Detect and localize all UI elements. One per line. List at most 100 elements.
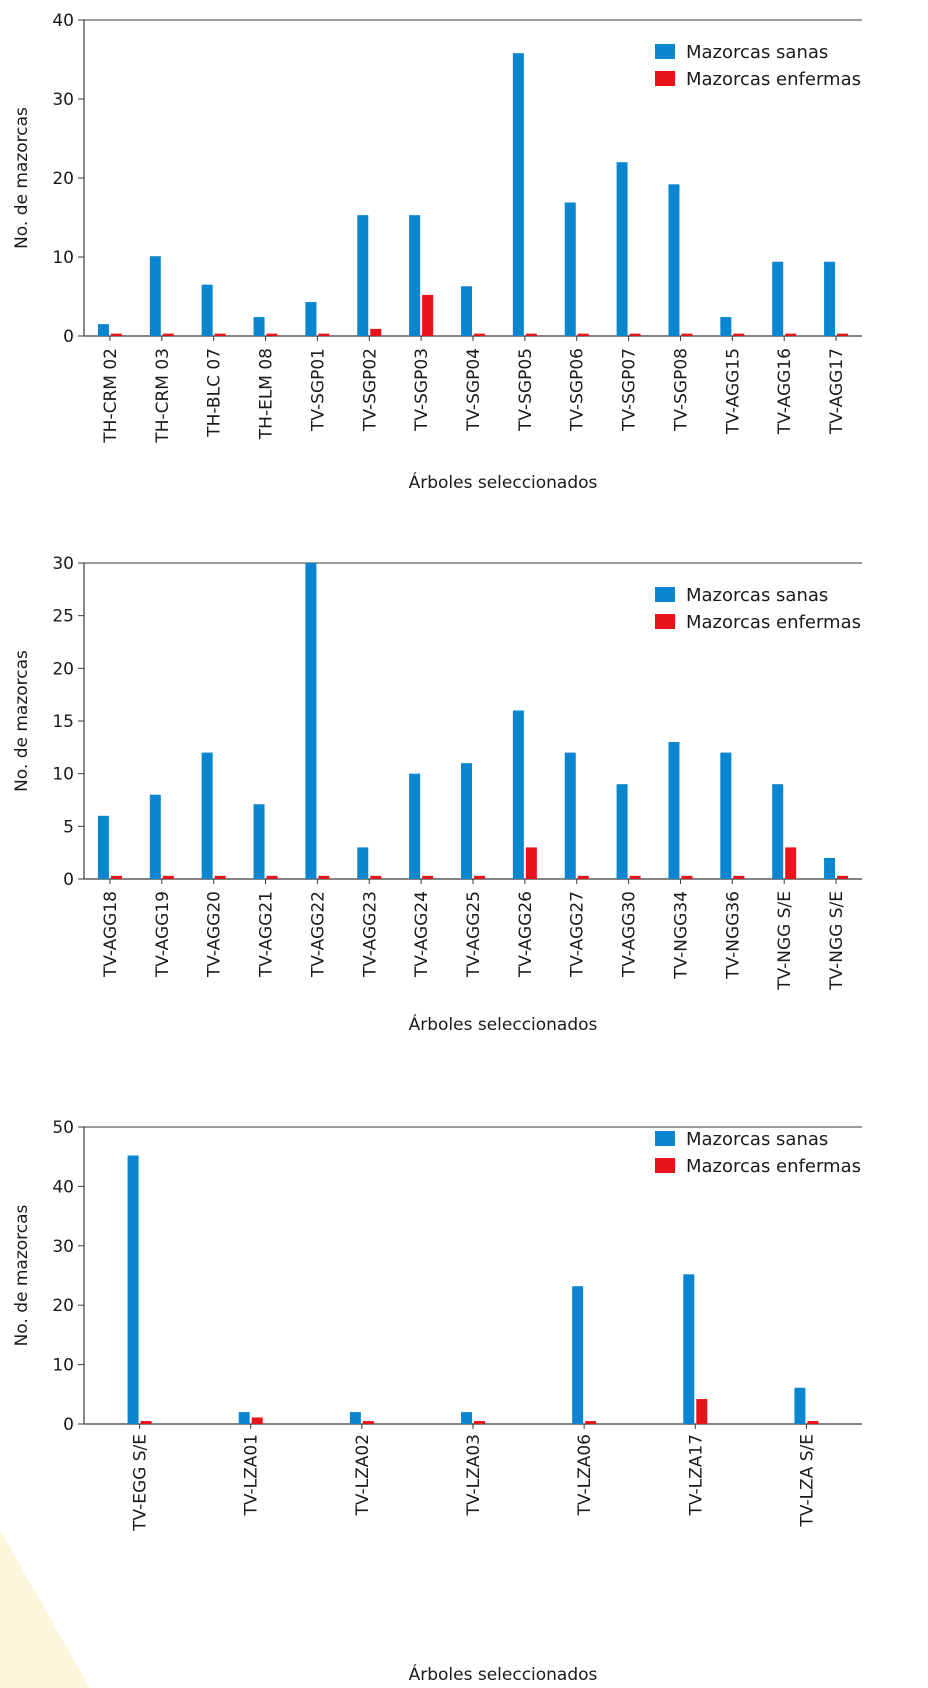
bar-healthy	[238, 1412, 250, 1424]
category-label: TV-SGP02	[360, 348, 380, 432]
bar-diseased	[733, 333, 745, 336]
legend-swatch	[655, 1131, 675, 1146]
bar-healthy	[409, 215, 421, 336]
bar-diseased	[681, 333, 693, 336]
bar-diseased	[785, 847, 797, 879]
chart-2: 0 5 10 15 20 25 30 No. de mazorcas TV-AGG18 TV-AG…	[0, 540, 928, 1120]
bar-diseased	[214, 875, 226, 879]
bar-diseased	[807, 1421, 819, 1424]
category-label: TV-SGP04	[464, 348, 484, 432]
legend-label: Mazorcas enfermas	[686, 1156, 861, 1177]
chart-3: 0 10 20 30 40 50 No. de mazorcas TV-EGG S/E TV-L…	[0, 1120, 928, 1688]
legend-label: Mazorcas sanas	[686, 585, 828, 606]
category-label: TV-LZA03	[464, 1434, 484, 1517]
bar-healthy	[305, 563, 317, 879]
bar-healthy	[127, 1155, 139, 1424]
category-label: TV-AGG25	[464, 891, 484, 978]
bar-healthy	[794, 1387, 806, 1424]
category-label: TH-CRM 02	[101, 348, 121, 444]
y-tick-label: 30	[52, 554, 74, 574]
bar-healthy	[357, 847, 369, 879]
x-axis-title: Árboles seleccionados	[409, 471, 598, 493]
bar-diseased	[110, 875, 122, 879]
category-label: TV-AGG18	[101, 891, 121, 978]
y-tick-label: 50	[52, 1120, 74, 1138]
y-axis-title: No. de mazorcas	[12, 1204, 32, 1346]
bar-diseased	[266, 875, 278, 879]
bar-diseased	[785, 333, 797, 336]
category-label: TV-SGP01	[308, 348, 328, 432]
bar-healthy	[668, 742, 680, 879]
bar-healthy	[253, 317, 265, 336]
bar-diseased	[577, 333, 589, 336]
bar-diseased	[251, 1417, 263, 1424]
category-label: TH-BLC 07	[205, 348, 225, 438]
bar-diseased	[214, 333, 226, 336]
category-label: TH-CRM 03	[153, 348, 173, 444]
bar-diseased	[266, 333, 278, 336]
y-tick-label: 30	[52, 90, 74, 110]
bar-healthy	[97, 815, 109, 879]
bar-diseased	[422, 875, 434, 879]
legend-swatch	[655, 44, 675, 59]
legend-label: Mazorcas enfermas	[686, 612, 861, 633]
legend-label: Mazorcas sanas	[686, 1129, 828, 1150]
category-label: TV-LZA17	[686, 1434, 706, 1517]
category-label: TV-AGG30	[620, 891, 640, 978]
y-tick-label: 0	[63, 1415, 74, 1435]
bar-healthy	[616, 784, 628, 879]
bar-diseased	[140, 1421, 152, 1424]
category-label: TV-AGG23	[360, 891, 380, 978]
bar-healthy	[461, 286, 472, 336]
bar-diseased	[696, 1399, 708, 1424]
bar-healthy	[149, 256, 161, 336]
bar-healthy	[461, 763, 472, 879]
chart-1: 0 10 20 30 40 No. de mazorcas TH-CRM 02 TH-CRM …	[0, 0, 928, 540]
bar-healthy	[512, 53, 524, 337]
category-label: TV-NGG34	[671, 891, 691, 980]
y-tick-label: 10	[52, 1356, 74, 1376]
bar-healthy	[720, 317, 732, 336]
chart-svg: 0 5 10 15 20 25 30 No. de mazorcas TV-AGG18 TV-AG…	[12, 554, 862, 1035]
bar-healthy	[668, 184, 680, 336]
bar-diseased	[837, 333, 849, 336]
category-label: TV-SGP07	[620, 348, 640, 432]
category-label: TV-SGP08	[671, 348, 691, 432]
bar-healthy	[253, 804, 265, 879]
category-label: TV-NGG S/E	[775, 891, 795, 991]
y-tick-label: 40	[52, 1177, 74, 1197]
category-label: TV-AGG24	[412, 891, 432, 978]
bar-healthy	[824, 857, 836, 879]
y-tick-label: 20	[52, 659, 74, 679]
bar-healthy	[616, 162, 628, 336]
chart-svg: 0 10 20 30 40 50 No. de mazorcas TV-EGG S/E TV-L…	[12, 1120, 862, 1685]
bar-diseased	[370, 875, 382, 879]
bar-healthy	[461, 1412, 472, 1424]
category-label: TV-LZA S/E	[797, 1434, 817, 1528]
y-tick-label: 0	[63, 870, 74, 890]
category-label: TV-AGG15	[723, 348, 743, 435]
bar-diseased	[525, 333, 537, 336]
bar-healthy	[97, 324, 109, 336]
category-label: TV-AGG26	[516, 891, 536, 978]
category-label: TV-AGG16	[775, 348, 795, 435]
bar-healthy	[720, 752, 732, 879]
bar-healthy	[772, 261, 784, 336]
bar-diseased	[629, 333, 641, 336]
y-tick-label: 10	[52, 248, 74, 268]
bar-diseased	[110, 333, 122, 336]
category-label: TV-AGG20	[205, 891, 225, 978]
bar-healthy	[683, 1274, 695, 1424]
legend-label: Mazorcas enfermas	[686, 69, 861, 90]
bar-diseased	[733, 875, 745, 879]
bar-diseased	[525, 847, 537, 879]
category-label: TV-AGG22	[308, 891, 328, 978]
x-axis-title: Árboles seleccionados	[409, 1663, 598, 1685]
chart-svg: 0 10 20 30 40 No. de mazorcas TH-CRM 02 TH-CRM …	[12, 11, 862, 493]
bar-healthy	[349, 1412, 361, 1424]
y-tick-label: 25	[52, 607, 74, 627]
y-tick-label: 15	[52, 712, 74, 732]
bar-diseased	[318, 333, 330, 336]
bar-diseased	[577, 875, 589, 879]
bar-healthy	[201, 284, 213, 336]
